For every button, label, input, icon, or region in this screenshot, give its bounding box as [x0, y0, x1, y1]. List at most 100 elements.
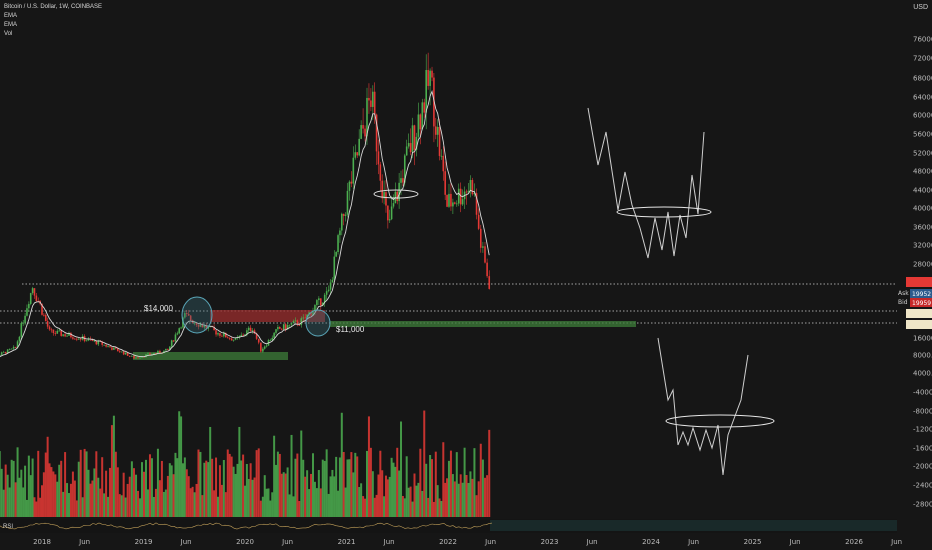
candle-body	[141, 356, 143, 358]
candle-body	[41, 303, 43, 315]
candle-body	[195, 322, 198, 326]
y-tick-label: 32000	[913, 242, 932, 250]
breakout-circle-14000[interactable]	[181, 296, 213, 334]
volume-bar	[146, 489, 149, 517]
candle-body	[74, 338, 76, 340]
candle-body	[321, 302, 324, 306]
volume-bar	[467, 482, 470, 517]
volume-bar	[440, 500, 443, 517]
volume-bar	[313, 481, 316, 517]
candle-body	[262, 348, 264, 352]
candle-body	[255, 333, 258, 339]
volume-bar	[230, 456, 233, 517]
volume-bar	[280, 473, 283, 517]
indicator-vol[interactable]: Vol	[4, 31, 13, 37]
volume-bar	[333, 476, 336, 517]
x-tick-label: 2018	[33, 538, 51, 546]
pattern-ellipse-2021[interactable]	[373, 189, 419, 199]
candle-body	[70, 333, 72, 338]
candle-body	[292, 321, 295, 324]
candle-body	[209, 326, 211, 328]
candle-body	[153, 353, 155, 355]
indicator-ema-2[interactable]: EMA	[4, 22, 18, 28]
volume-bar	[39, 497, 42, 517]
y-tick-label: 44000	[913, 187, 932, 195]
volume-bar	[160, 460, 163, 517]
volume-bar	[242, 454, 245, 517]
candle-body	[113, 347, 115, 350]
volume-bar	[224, 492, 227, 517]
volume-bar	[81, 497, 84, 517]
volume-bar	[348, 459, 351, 517]
candle-body	[35, 295, 38, 302]
volume-bar	[222, 460, 225, 517]
volume-bar	[319, 488, 322, 517]
candle-body	[280, 328, 283, 330]
volume-bar	[205, 460, 208, 517]
volume-bar	[181, 463, 184, 517]
candle-body	[247, 327, 250, 331]
volume-bar	[411, 501, 414, 517]
volume-bar	[463, 447, 466, 517]
projection-ellipse-upper[interactable]	[616, 206, 712, 218]
volume-bar	[306, 470, 309, 517]
symbol-title[interactable]: Bitcoin / U.S. Dollar, 1W, COINBASE	[4, 4, 103, 10]
candle-body	[423, 102, 426, 113]
time-axis[interactable]: 2018 Jun 2019 Jun 2020 Jun 2021 Jun 2022 Jun 2023 J…	[33, 538, 902, 546]
annotation-14000: $14,000	[144, 304, 173, 313]
volume-bar	[354, 452, 357, 517]
candle-body	[0, 354, 1, 356]
candle-body	[407, 143, 410, 147]
volume-bar	[107, 496, 110, 517]
candle-body	[379, 164, 382, 181]
indicator-ema-1[interactable]: EMA	[4, 13, 18, 19]
volume-bar	[282, 472, 285, 517]
volume-bar	[278, 453, 281, 517]
volume-bar	[33, 497, 36, 517]
volume-bar	[481, 459, 484, 517]
projection-ellipse-lower[interactable]	[665, 414, 775, 428]
volume-bar	[20, 469, 23, 517]
volume-bar	[25, 499, 28, 517]
candle-body	[388, 219, 391, 221]
volume-bar	[298, 500, 301, 517]
candle-body	[79, 338, 82, 340]
candle-body	[348, 181, 351, 191]
candle-body	[442, 155, 445, 172]
volume-bar	[130, 461, 133, 517]
candle-body	[431, 70, 433, 78]
volume-bar	[401, 495, 404, 517]
support-zone-2020[interactable]	[330, 321, 636, 327]
candle-body	[60, 330, 62, 336]
x-tick-label: 2022	[439, 538, 457, 546]
volume-bar	[6, 474, 9, 517]
candle-body	[217, 333, 219, 335]
candle-body	[448, 193, 450, 207]
volume-bar	[427, 497, 430, 517]
candle-body	[193, 322, 196, 324]
x-tick-label: Jun	[789, 538, 801, 546]
candle-body	[93, 340, 96, 342]
volume-bar	[122, 472, 125, 517]
volume-bar	[124, 497, 127, 517]
projection-drawing-upper[interactable]	[587, 107, 705, 259]
volume-bar	[352, 472, 355, 517]
resistance-zone-2019[interactable]	[210, 310, 325, 322]
volume-bar	[48, 463, 51, 517]
volume-bar	[195, 483, 198, 517]
volume-bar	[170, 465, 173, 517]
support-zone-2019[interactable]	[133, 352, 288, 360]
candle-body	[228, 338, 231, 340]
volume-bar	[91, 480, 94, 517]
candle-body	[54, 333, 57, 334]
breakout-circle-11000[interactable]	[305, 309, 331, 337]
candle-body	[230, 338, 233, 341]
volume-bar	[284, 473, 287, 517]
volume-bar	[451, 474, 454, 517]
volume-bar	[58, 464, 61, 517]
candle-body	[87, 338, 90, 341]
candle-body	[120, 351, 123, 353]
volume-bar	[4, 464, 7, 517]
candle-body	[91, 339, 94, 341]
